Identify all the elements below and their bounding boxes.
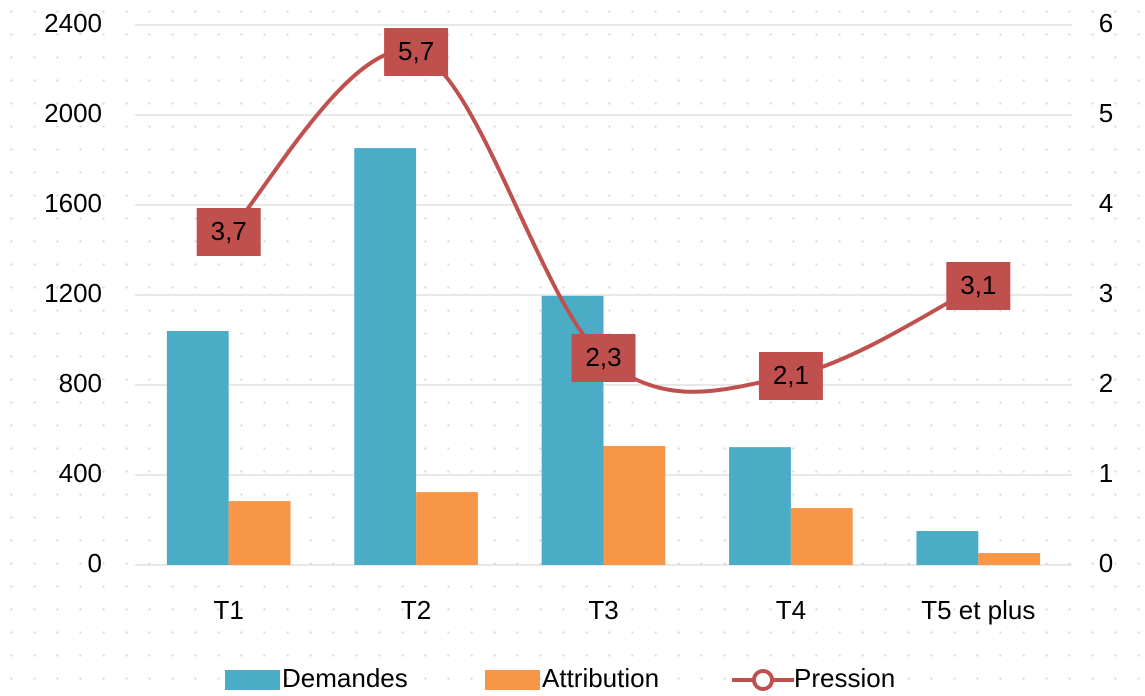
value-label: 2,1 [773,360,809,390]
bar [729,447,791,565]
bar [603,445,666,565]
value-label-box [758,352,823,400]
bar [790,508,853,565]
y-tick-label: 0 [88,548,102,578]
y2-tick-label: 6 [1099,8,1113,38]
legend-label: Attribution [542,663,659,693]
value-label: 2,3 [585,342,621,372]
bar [978,553,1041,565]
bar [166,331,229,565]
legend-marker [752,669,774,691]
value-label-box [196,208,261,256]
bar [916,531,979,565]
value-label-box [946,262,1011,310]
y-tick-label: 1600 [44,188,102,218]
y-tick-label: 2000 [44,98,102,128]
y2-tick-label: 1 [1099,458,1113,488]
x-tick-label: T3 [588,595,618,625]
y2-tick-label: 5 [1099,98,1113,128]
value-label-box [571,334,636,382]
bar [416,492,478,565]
value-label: 5,7 [398,36,434,66]
value-label-box [384,28,449,76]
x-tick-label: T4 [776,595,806,625]
x-tick-label: T1 [214,595,244,625]
x-tick-label: T2 [401,595,431,625]
y2-tick-label: 3 [1099,278,1113,308]
legend-label: Demandes [282,663,408,693]
legend-swatch [225,670,280,690]
y-tick-label: 400 [59,458,102,488]
y2-tick-label: 2 [1099,368,1113,398]
y-tick-label: 800 [59,368,102,398]
bar [228,501,291,565]
value-label: 3,1 [960,270,996,300]
y2-tick-label: 4 [1099,188,1113,218]
legend-label: Pression [794,663,895,693]
line [227,48,980,394]
value-label: 3,7 [211,216,247,246]
bar [354,148,417,565]
y-tick-label: 2400 [44,8,102,38]
legend-swatch [485,670,540,690]
y-tick-label: 1200 [44,278,102,308]
y2-tick-label: 0 [1099,548,1113,578]
x-tick-label: T5 et plus [921,595,1035,625]
